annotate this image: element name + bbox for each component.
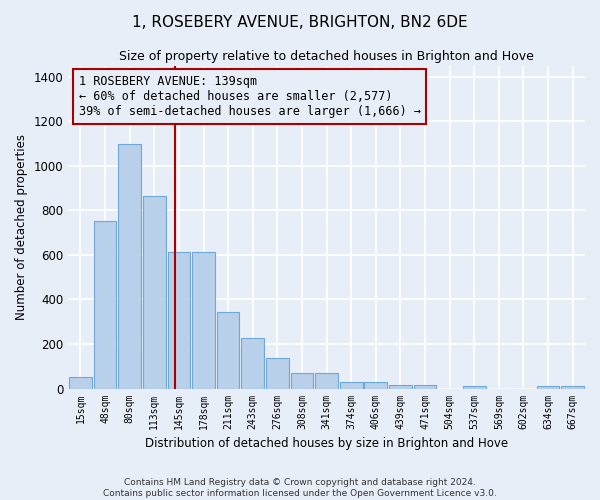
Bar xyxy=(94,222,116,388)
Bar xyxy=(241,338,264,388)
Bar xyxy=(537,386,559,388)
Y-axis label: Number of detached properties: Number of detached properties xyxy=(15,134,28,320)
Bar xyxy=(217,312,239,388)
Title: Size of property relative to detached houses in Brighton and Hove: Size of property relative to detached ho… xyxy=(119,50,534,63)
Bar xyxy=(562,386,584,388)
Bar xyxy=(340,382,362,388)
Bar xyxy=(389,385,412,388)
Text: Contains HM Land Registry data © Crown copyright and database right 2024.
Contai: Contains HM Land Registry data © Crown c… xyxy=(103,478,497,498)
Text: 1, ROSEBERY AVENUE, BRIGHTON, BN2 6DE: 1, ROSEBERY AVENUE, BRIGHTON, BN2 6DE xyxy=(132,15,468,30)
Bar xyxy=(167,252,190,388)
Bar xyxy=(143,196,166,388)
Bar xyxy=(364,382,387,388)
Bar xyxy=(266,358,289,388)
Bar xyxy=(118,144,141,388)
Bar xyxy=(315,373,338,388)
X-axis label: Distribution of detached houses by size in Brighton and Hove: Distribution of detached houses by size … xyxy=(145,437,508,450)
Bar xyxy=(69,378,92,388)
Bar xyxy=(290,373,313,388)
Text: 1 ROSEBERY AVENUE: 139sqm
← 60% of detached houses are smaller (2,577)
39% of se: 1 ROSEBERY AVENUE: 139sqm ← 60% of detac… xyxy=(79,75,421,118)
Bar xyxy=(414,385,436,388)
Bar xyxy=(463,386,485,388)
Bar xyxy=(192,252,215,388)
